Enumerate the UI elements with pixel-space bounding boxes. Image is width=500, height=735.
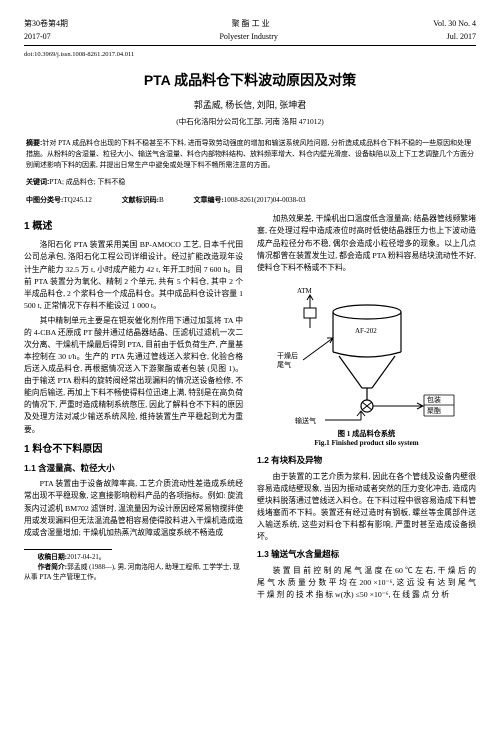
footnote-rule	[24, 549, 112, 550]
abstract-block: 摘要:针对 PTA 成品料仓出现的下料不稳甚至不下料, 进而导致劳动强度的增加和…	[26, 138, 474, 172]
header-right2: Jul. 2017	[447, 31, 476, 43]
articleid: 1008-8261(2017)04-0038-03	[224, 196, 306, 204]
header-center1: 聚 酯 工 业	[232, 18, 270, 30]
para-1-2: 其中精制单元主要是在钯炭催化剂作用下通过加氢将 TA 中的 4-CBA 还原成 …	[24, 315, 243, 436]
para-2-3-1: 装 置 目 前 控 制 的 尾 气 温 度 在 60 ℃ 左 右, 干 燥 后 …	[257, 565, 476, 601]
abstract-text: 针对 PTA 成品料仓出现的下料不稳甚至不下料, 进而导致劳动强度的增加和输送系…	[26, 139, 474, 170]
affiliation-line: (中石化洛阳分公司化工部, 河南 洛阳 471012)	[24, 116, 476, 127]
classnum: TQ245.12	[63, 196, 92, 204]
section-2-1-heading: 1.1 含湿量高、粒径大小	[24, 462, 243, 475]
articleid-label: 文章编号:	[193, 196, 223, 204]
header-left2: 2017-07	[24, 31, 51, 43]
classnum-label: 中图分类号:	[26, 196, 63, 204]
svg-text:聚酯: 聚酯	[427, 407, 441, 415]
header-left1: 第30卷第4期	[24, 18, 68, 30]
meta-line: 中图分类号:TQ245.12 文献标识码:B 文章编号:1008-8261(20…	[26, 195, 474, 206]
header-right1: Vol. 30 No. 4	[433, 18, 476, 30]
abstract-label: 摘要:	[26, 140, 42, 147]
svg-text:ATM: ATM	[297, 287, 313, 295]
article-title: PTA 成品料仓下料波动原因及对策	[24, 70, 476, 91]
section-2-3-heading: 1.3 输送气水含量超标	[257, 548, 476, 561]
para-2-1-1: PTA 装置由于设备故障率高, 工艺介质流动性差造成系统经常出现不平稳现象, 这…	[24, 478, 243, 538]
keywords-label: 关键词:	[26, 179, 49, 186]
journal-header-row2: 2017-07 Polyester Industry Jul. 2017	[24, 31, 476, 43]
section-2-heading: 1 料仓不下料原因	[24, 442, 243, 457]
doi-line: doi:10.3969/j.issn.1008-8261.2017.04.011	[24, 50, 476, 60]
svg-text:AF-202: AF-202	[355, 327, 377, 335]
right-column: 加热效果差, 干燥机出口温度低含湿量高; 结晶器管线频繁堵塞, 在处理过程中造成…	[257, 213, 476, 604]
figure-1: ATM AF-202	[257, 278, 476, 449]
footnote-received: 收稿日期:2017-04-21。	[24, 553, 243, 563]
keywords-text: PTA; 成品料仓; 下料不稳	[49, 178, 125, 186]
keywords-block: 关键词:PTA; 成品料仓; 下料不稳	[26, 177, 474, 189]
section-1-heading: 1 概述	[24, 219, 243, 234]
svg-text:干燥后尾气: 干燥后尾气	[277, 351, 298, 369]
header-center2: Polyester Industry	[219, 31, 277, 43]
journal-header-row1: 第30卷第4期 聚 酯 工 业 Vol. 30 No. 4	[24, 18, 476, 30]
para-2-2-1: 由于装置的工艺介质为浆料, 因此在各个管线及设备内壁很容易造成结壁现象, 当因为…	[257, 471, 476, 543]
header-rule	[24, 45, 476, 46]
para-2-1-2: 加热效果差, 干燥机出口温度低含湿量高; 结晶器管线频繁堵塞, 在处理过程中造成…	[257, 213, 476, 273]
doccode-label: 文献标识码:	[122, 196, 159, 204]
footnote-author: 作者简介:郭孟威 (1988—), 男, 河南洛阳人, 助理工程师, 工学学士,…	[24, 563, 243, 583]
doccode: B	[159, 196, 164, 204]
authors-line: 郭孟威, 杨长信, 刘阳, 张坤君	[24, 99, 476, 113]
figure-1-caption: 图 1 成品料仓系统 Fig.1 Finished product silo s…	[257, 430, 476, 449]
left-column: 1 概述 洛阳石化 PTA 装置采用美国 BP-AMOCO 工艺, 日本千代田公…	[24, 213, 243, 604]
svg-text:输送气: 输送气	[295, 416, 316, 425]
svg-text:包装: 包装	[427, 395, 441, 404]
section-2-2-heading: 1.2 有块料及异物	[257, 454, 476, 467]
silo-diagram-icon: ATM AF-202	[277, 278, 457, 428]
para-1-1: 洛阳石化 PTA 装置采用美国 BP-AMOCO 工艺, 日本千代田公司总承包,…	[24, 239, 243, 311]
